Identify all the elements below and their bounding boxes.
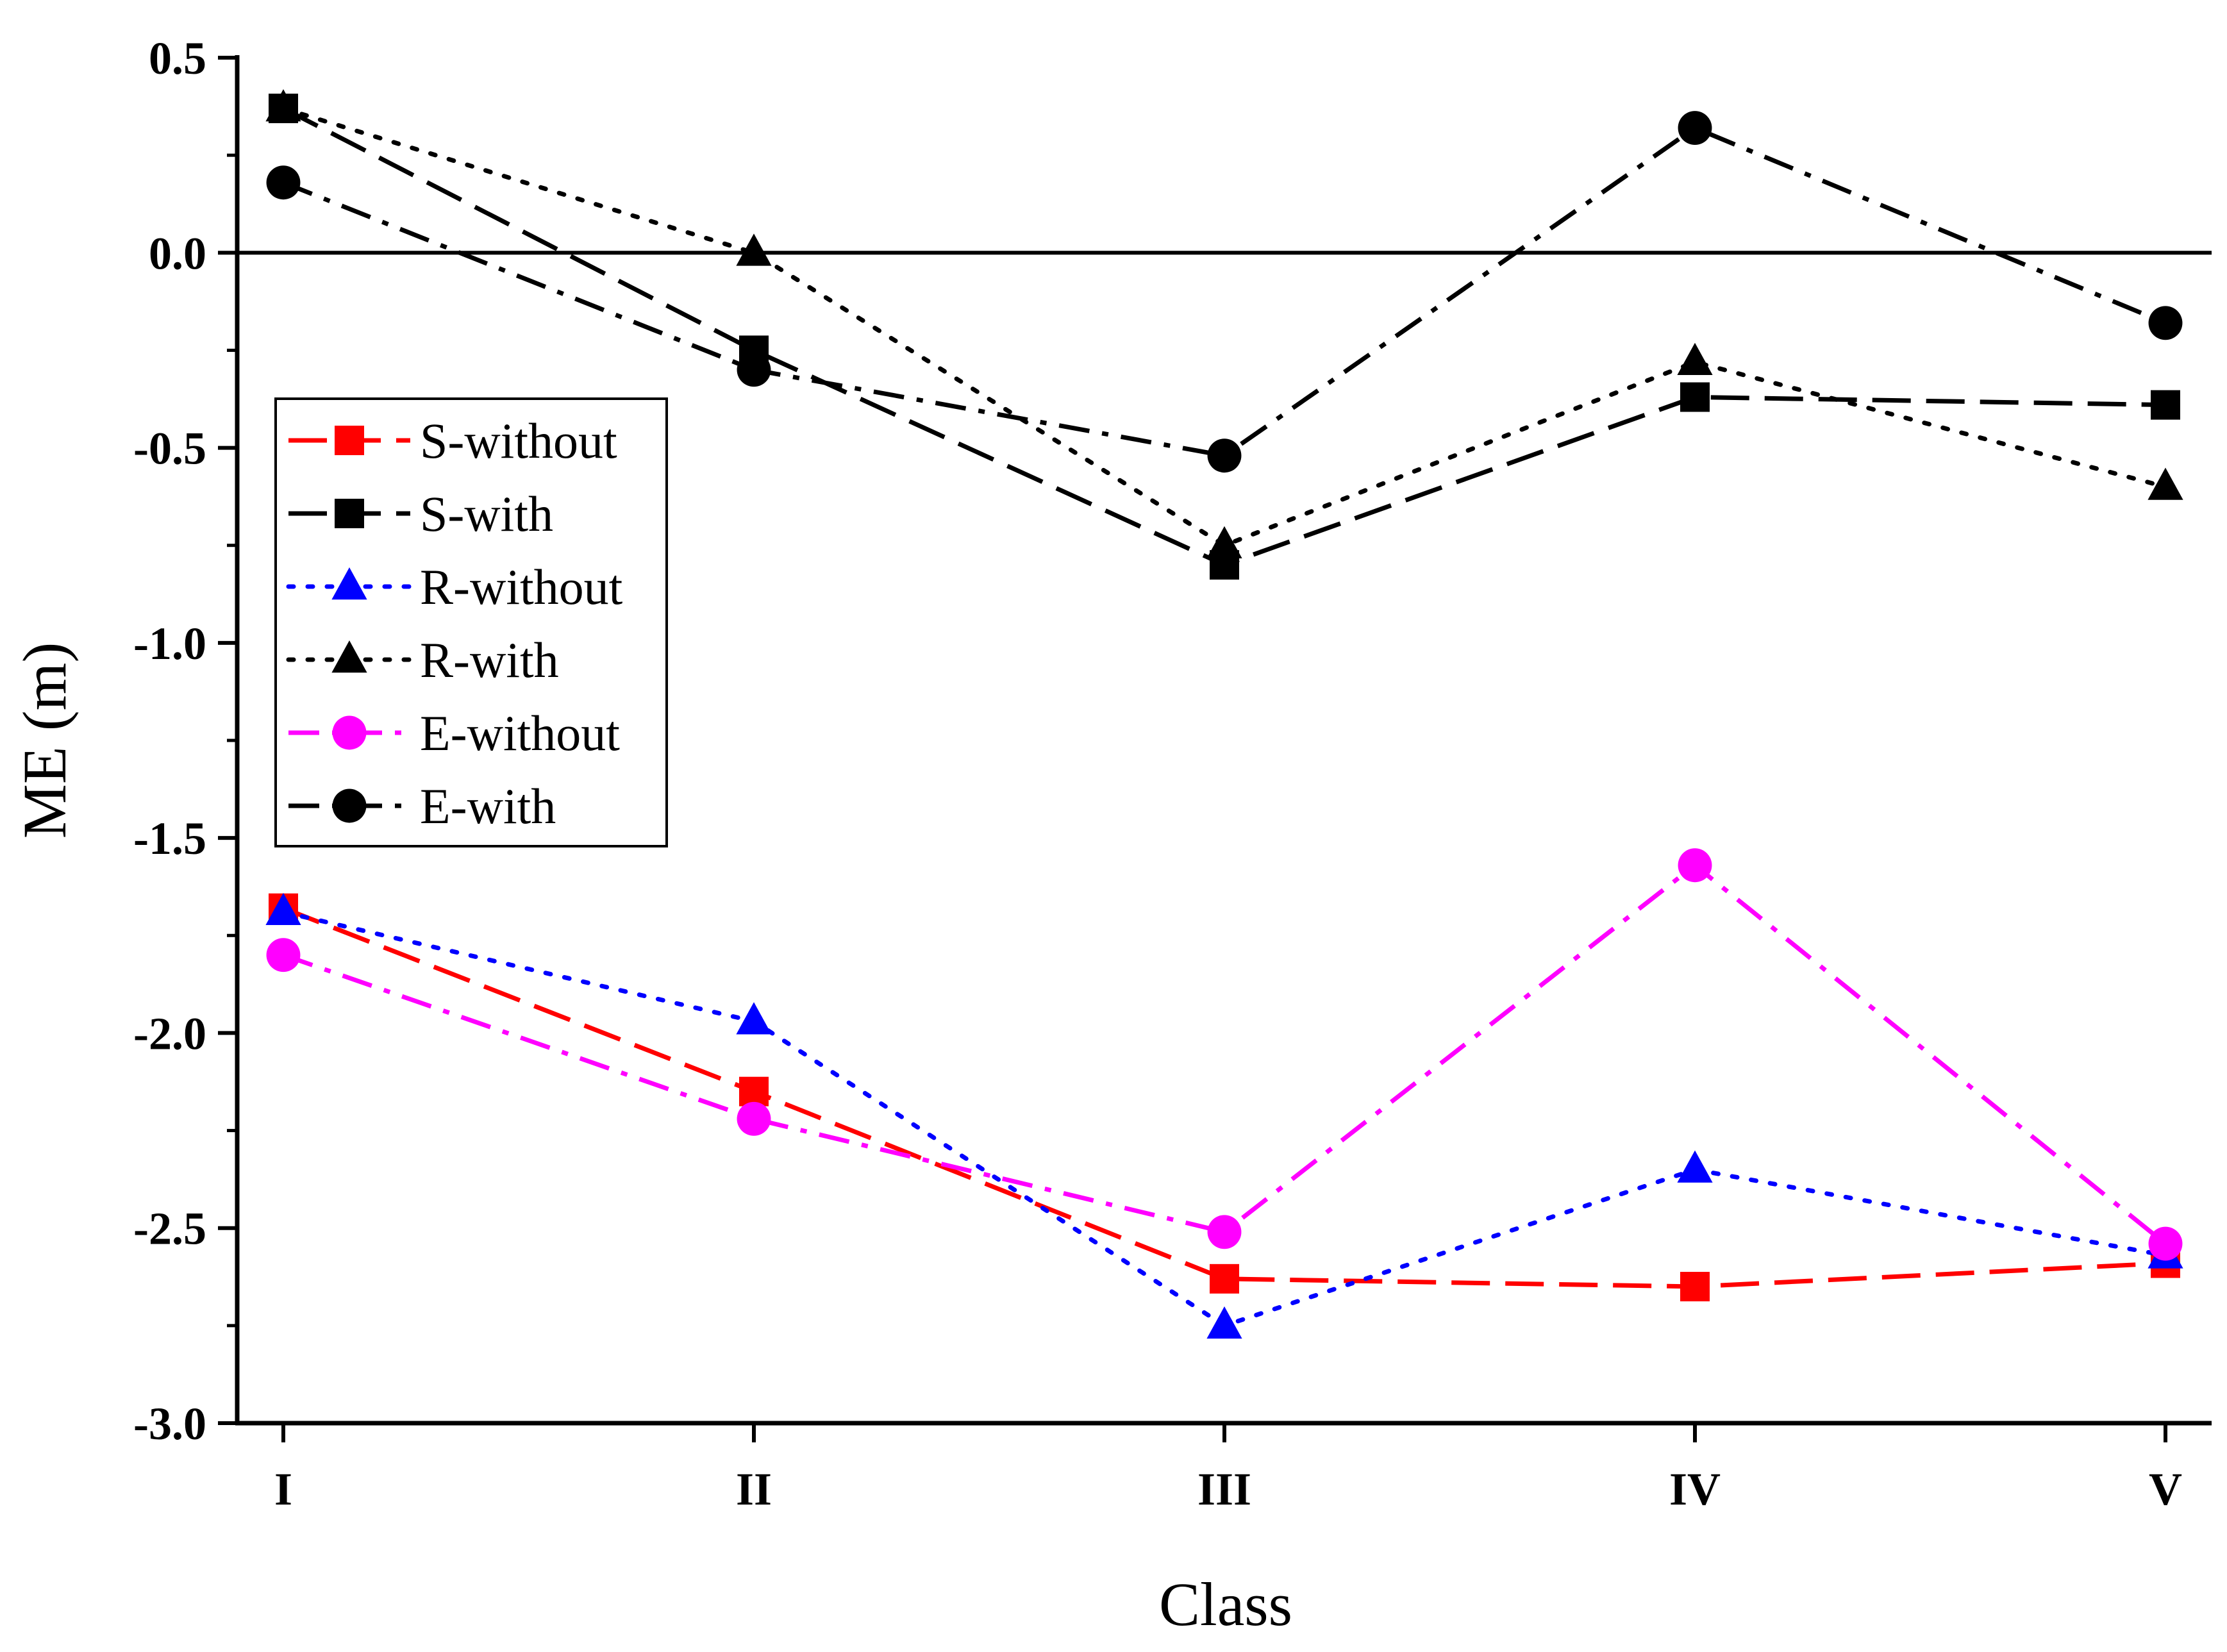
data-point xyxy=(1206,526,1242,559)
legend-marker xyxy=(332,715,367,750)
y-tick-label: -1.0 xyxy=(133,618,206,669)
data-point xyxy=(1207,1215,1242,1249)
series-R-without xyxy=(265,892,2183,1339)
data-point xyxy=(1206,1306,1242,1339)
series-line xyxy=(281,910,2168,1328)
data-point xyxy=(1678,848,1712,883)
y-tick-label: -0.5 xyxy=(133,423,206,474)
legend-label: R-without xyxy=(420,559,623,615)
legend-label: S-without xyxy=(420,413,617,469)
series-line xyxy=(282,125,2167,458)
data-point xyxy=(1677,1150,1713,1183)
axes: 0.50.0-0.5-1.0-1.5-2.0-2.5-3.0I II III IV V xyxy=(133,33,2212,1515)
x-tick-label: II xyxy=(736,1464,772,1515)
legend-box xyxy=(274,397,668,847)
legend-marker xyxy=(335,426,364,455)
data-point xyxy=(737,1101,771,1136)
y-tick-label: 0.0 xyxy=(149,228,206,279)
legend-marker xyxy=(335,499,364,528)
data-point xyxy=(737,353,771,387)
series-layer xyxy=(265,89,2183,1339)
data-point xyxy=(2148,1226,2183,1261)
series-line xyxy=(282,906,2166,1289)
data-point xyxy=(1680,382,1710,412)
legend-label: R-with xyxy=(420,632,559,688)
data-point xyxy=(739,1076,769,1106)
y-tick-label: 0.5 xyxy=(149,33,206,84)
series-line xyxy=(281,106,2168,548)
series-line xyxy=(282,862,2167,1246)
series-E-without xyxy=(266,848,2183,1261)
data-point xyxy=(1678,111,1712,145)
x-tick-label: I xyxy=(274,1464,292,1515)
legend-marker xyxy=(332,788,367,823)
x-axis-title: Class xyxy=(1159,1570,1292,1639)
legend-marker xyxy=(331,567,367,600)
data-point xyxy=(736,233,772,266)
data-point xyxy=(2151,390,2180,420)
series-R-with xyxy=(265,89,2183,559)
data-point xyxy=(1210,1264,1239,1294)
y-tick-label: -2.0 xyxy=(133,1008,206,1059)
data-point xyxy=(1680,1272,1710,1301)
legend-marker xyxy=(331,640,367,673)
data-point xyxy=(2148,306,2183,340)
data-point xyxy=(736,1002,772,1035)
legend-label: E-with xyxy=(420,778,556,834)
data-point xyxy=(1207,438,1242,473)
x-tick-label: IV xyxy=(1669,1464,1721,1515)
data-point xyxy=(265,892,301,926)
data-point xyxy=(1677,342,1713,375)
y-tick-label: -2.5 xyxy=(133,1203,206,1255)
y-tick-label: -1.5 xyxy=(133,813,206,864)
x-tick-label: III xyxy=(1197,1464,1251,1515)
y-axis-title: ME (m) xyxy=(10,642,79,839)
series-E-with xyxy=(266,111,2183,473)
data-point xyxy=(266,938,301,972)
legend: S-without S-with R-without R-with E-without E… xyxy=(274,397,668,847)
data-point xyxy=(265,89,301,122)
y-tick-label: -3.0 xyxy=(133,1398,206,1449)
legend-label: E-without xyxy=(420,705,620,761)
legend-label: S-with xyxy=(420,486,553,542)
x-tick-label: V xyxy=(2149,1464,2182,1515)
data-point xyxy=(2148,467,2183,500)
data-point xyxy=(266,165,301,200)
